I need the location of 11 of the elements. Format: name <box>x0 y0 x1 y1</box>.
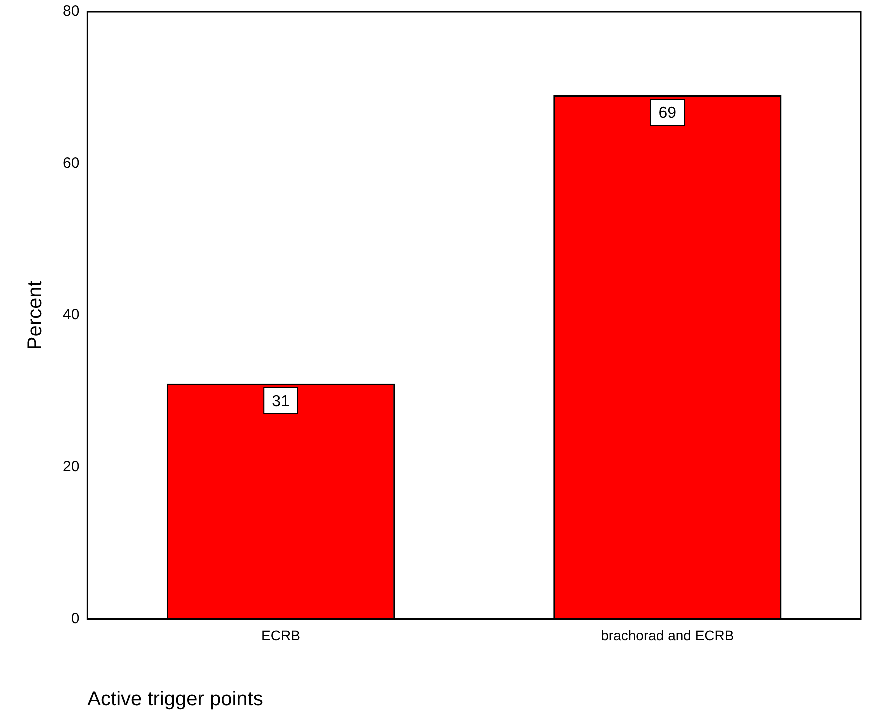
y-tick-label: 80 <box>62 3 80 20</box>
data-label: 31 <box>272 393 290 410</box>
y-axis-title: Percent <box>24 280 47 350</box>
y-tick-label: 40 <box>62 306 80 324</box>
x-axis-title: Active trigger points <box>88 688 264 711</box>
x-tick-label: brachorad and ECRB <box>601 627 734 644</box>
y-tick-label: 0 <box>71 610 80 628</box>
y-tick-label: 20 <box>62 458 80 476</box>
y-tick-label: 60 <box>62 154 80 172</box>
data-label: 69 <box>658 104 677 122</box>
x-tick-label: ECRB <box>262 627 300 644</box>
